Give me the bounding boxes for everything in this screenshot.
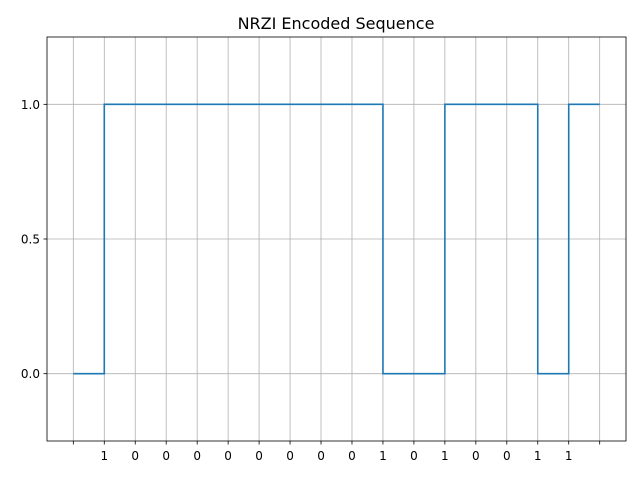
x-tick-label: 0: [348, 449, 356, 463]
x-tick-label: 0: [472, 449, 480, 463]
x-tick-label: 0: [410, 449, 418, 463]
x-tick-label: 0: [224, 449, 232, 463]
x-tick-label: 0: [317, 449, 325, 463]
x-tick-label: 1: [379, 449, 387, 463]
y-tick-label: 0.5: [21, 233, 40, 247]
series-layer: [73, 103, 600, 375]
x-tick-label: 1: [534, 449, 542, 463]
grid: [47, 37, 626, 441]
plot-frame: [46, 36, 627, 442]
axes: [43, 36, 627, 445]
series-line: [73, 103, 600, 375]
x-tick-label: 0: [162, 449, 170, 463]
tick-labels: 1 0 0 0 0 0 0 0 0 1 0 1 0 0 1 1 0.0 0.5 1.0: [21, 98, 573, 463]
x-tick-label: 1: [565, 449, 573, 463]
y-tick-label: 1.0: [21, 98, 40, 112]
x-tick-label: 0: [131, 449, 139, 463]
chart-title: NRZI Encoded Sequence: [238, 14, 435, 33]
x-tick-label: 1: [441, 449, 449, 463]
x-tick-label: 0: [193, 449, 201, 463]
x-tick-label: 0: [286, 449, 294, 463]
x-tick-label: 0: [503, 449, 511, 463]
x-tick-label: 0: [255, 449, 263, 463]
x-tick-label: 1: [100, 449, 108, 463]
y-tick-label: 0.0: [21, 367, 40, 381]
